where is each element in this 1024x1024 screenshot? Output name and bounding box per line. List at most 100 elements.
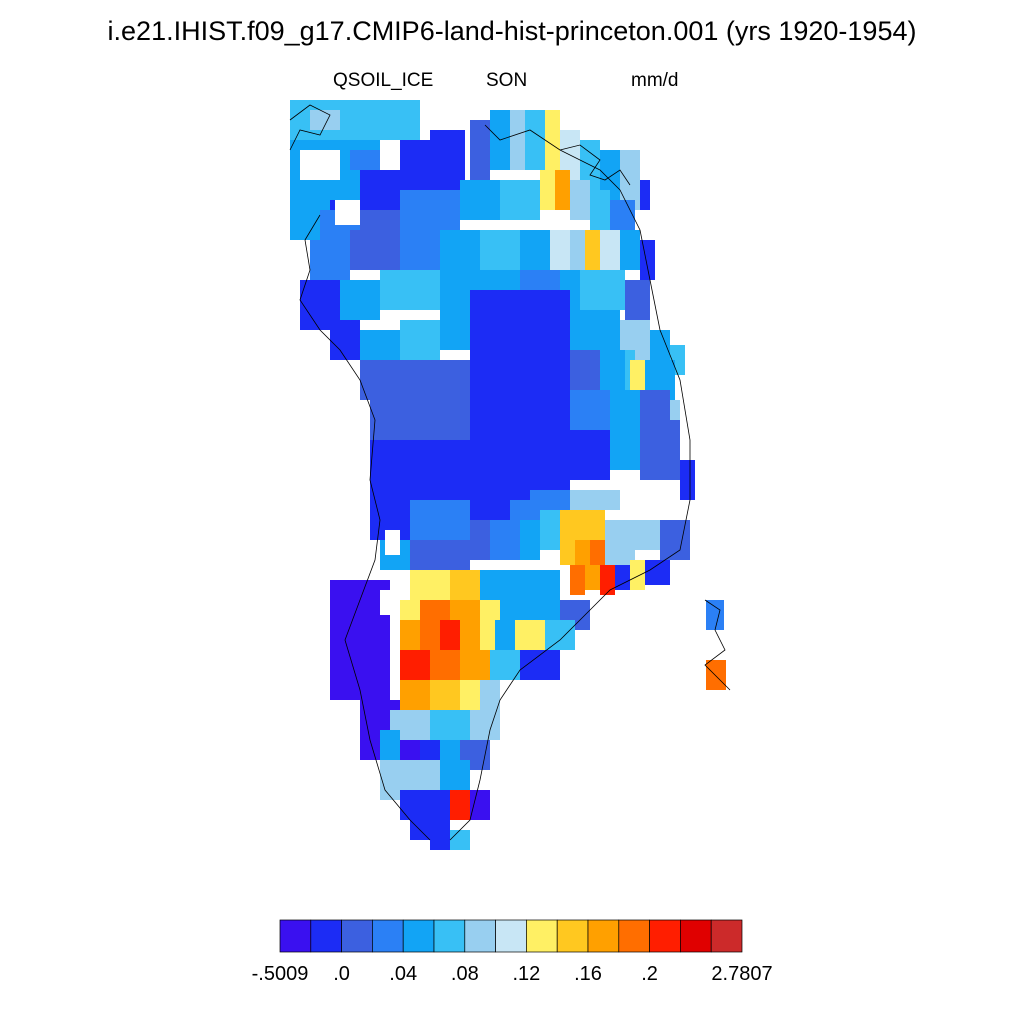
colorbar-tick-label: .12 [512,963,540,985]
grid-cell [590,190,610,230]
grid-cell [450,130,465,190]
grid-cell [580,270,600,310]
grid-cell [430,130,450,190]
grid-cell [470,520,490,560]
colorbar-swatch [279,919,312,953]
grid-cell [590,540,605,570]
grid-cell [430,710,470,740]
grid-cell [360,360,410,400]
grid-cell [610,430,640,470]
grid-cell [430,680,460,710]
grid-cell [400,600,420,620]
grid-cell [330,320,360,360]
grid-cell [400,680,430,710]
grid-cell [600,270,625,310]
grid-cell [360,170,400,210]
missing-data-cell [385,530,400,555]
colorbar-swatch [433,919,466,953]
grid-cell [515,620,545,650]
grid-cell [310,110,340,130]
grid-cell [350,230,400,270]
grid-cell [310,240,350,280]
grid-cell [620,230,640,270]
grid-cell [470,490,510,520]
grid-cell [570,230,585,270]
grid-cell [560,510,580,540]
grid-cell [470,790,490,820]
grid-cell [570,180,590,220]
grid-cell [400,790,450,820]
colorbar-swatch [526,919,558,953]
grid-cell [575,540,590,570]
grid-cell [440,310,470,350]
grid-cell [460,180,500,220]
colorbar-swatch [587,919,620,953]
grid-cell [460,620,480,650]
grid-cell [605,520,635,550]
grid-cell [525,110,545,170]
colorbar-swatch [556,919,589,953]
grid-cell [640,420,680,480]
grid-cell [380,730,400,760]
grid-cell [625,280,650,320]
coastline [299,214,431,841]
grid-cell [706,600,724,630]
grid-cell [585,230,600,270]
colorbar-swatch [310,919,342,953]
grid-cell [540,170,555,210]
grid-cell [570,350,600,390]
grid-cell [450,570,480,600]
grid-cell [635,520,660,550]
grid-cell [490,650,520,680]
grid-cell [480,620,495,650]
grid-cell [615,565,630,590]
grid-cell [620,150,640,210]
grid-cell [510,110,525,170]
grid-cell [440,760,470,790]
grid-cell [400,230,440,270]
grid-cell [630,360,645,390]
grid-cell [630,560,645,590]
grid-cell [706,660,726,690]
grid-cell [600,490,620,510]
colorbar-swatch [341,919,373,953]
grid-cell [610,390,640,430]
grid-cell [540,510,560,550]
grid-cell [490,520,520,560]
colorbar-tick-label: .04 [389,963,417,985]
grid-cell [590,310,620,350]
grid-cell [520,230,550,270]
grid-cell [460,680,480,710]
grid-cell [400,320,440,360]
grid-cell [585,565,600,590]
grid-cell [580,510,605,540]
missing-data-cell [335,200,360,225]
grid-cell [550,230,570,270]
grid-cell [570,390,610,430]
colorbar-swatch [372,919,404,953]
coastline [289,104,331,151]
grid-cell [600,565,615,595]
grid-cell [670,400,680,430]
colorbar-swatch [618,919,650,953]
variable-label: QSOIL_ICE [333,70,434,91]
colorbar-swatch [495,919,527,953]
grid-cell [460,650,490,680]
grid-cell [545,110,560,170]
colorbar-tick-label: 2.7807 [711,963,772,985]
grid-cell [500,180,540,220]
colorbar-swatch [710,919,743,953]
colorbar-swatch [680,919,712,953]
grid-cell [450,790,470,820]
grid-cell [370,400,470,440]
figure-title: i.e21.IHIST.f09_g17.CMIP6-land-hist-prin… [107,16,917,46]
grid-cell [430,830,450,850]
grid-cell [410,540,470,570]
grid-cell [495,620,515,650]
coastline [449,124,691,841]
missing-data-cell [380,590,395,615]
grid-cell [555,170,570,210]
grid-cell [410,360,470,400]
grid-cell [350,150,380,170]
